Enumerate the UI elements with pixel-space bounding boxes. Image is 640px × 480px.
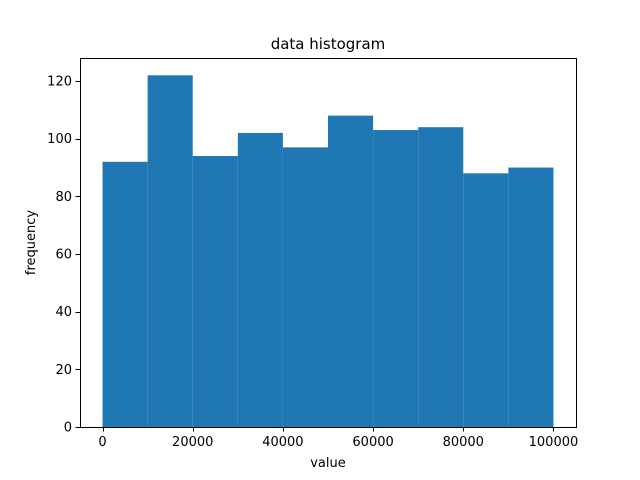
x-tick-label: 20000 xyxy=(172,435,213,450)
y-tick-label: 0 xyxy=(64,421,72,436)
y-tick-label: 100 xyxy=(47,132,72,147)
histogram-bar-1 xyxy=(102,161,148,427)
x-tick-label: 100000 xyxy=(529,435,579,450)
histogram-bar-6 xyxy=(328,115,374,427)
x-tick-label: 80000 xyxy=(443,435,484,450)
y-axis-label: frequency xyxy=(24,210,39,276)
y-tick-label: 20 xyxy=(55,363,72,378)
histogram-bar-9 xyxy=(463,173,509,427)
x-axis-ticks: 0 20000 40000 60000 80000 100000 xyxy=(98,427,579,450)
plot-area-frame xyxy=(80,58,577,428)
y-tick-label: 40 xyxy=(55,305,72,320)
y-tick-label: 80 xyxy=(55,190,72,205)
y-tick-label: 60 xyxy=(55,248,72,263)
x-tick-label: 0 xyxy=(98,435,106,450)
x-tick-label: 40000 xyxy=(262,435,303,450)
histogram-bar-5 xyxy=(282,147,328,427)
chart-title: data histogram xyxy=(271,35,386,53)
histogram-bar-8 xyxy=(418,127,464,427)
histogram-bar-4 xyxy=(237,132,283,427)
histogram-bars xyxy=(102,75,554,427)
histogram-bar-10 xyxy=(508,167,554,427)
x-tick-label: 60000 xyxy=(352,435,393,450)
histogram-bar-3 xyxy=(192,156,238,427)
x-axis-label: value xyxy=(310,456,346,471)
y-axis-ticks: 0 20 40 60 80 100 120 xyxy=(47,75,81,436)
y-tick-label: 120 xyxy=(47,75,72,90)
histogram-bar-2 xyxy=(147,75,193,427)
histogram-bar-7 xyxy=(373,130,419,427)
